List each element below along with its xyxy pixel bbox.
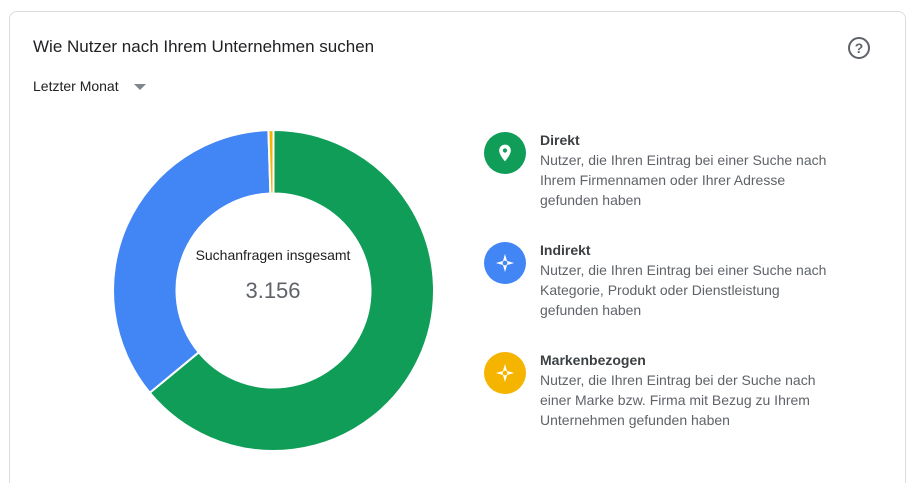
compass-icon (484, 352, 526, 394)
total-label: Suchanfragen insgesamt (195, 247, 351, 263)
donut-slice-markenbezogen[interactable] (267, 130, 275, 195)
period-dropdown[interactable]: Letzter Monat (33, 78, 146, 94)
compass-icon (484, 242, 526, 284)
card-title: Wie Nutzer nach Ihrem Unternehmen suchen (33, 37, 375, 56)
legend-name: Markenbezogen (540, 352, 646, 368)
donut-center: Suchanfragen insgesamt 3.156 (173, 245, 373, 304)
total-value: 3.156 (245, 278, 301, 303)
legend-description: Nutzer, die Ihren Eintrag bei einer Such… (540, 262, 827, 318)
map-pin-icon (484, 132, 526, 174)
donut-chart (113, 130, 434, 451)
donut-slice-indirekt[interactable] (113, 130, 272, 395)
caret-down-icon (133, 84, 146, 90)
legend-name: Direkt (540, 132, 580, 148)
legend-description: Nutzer, die Ihren Eintrag bei der Suche … (540, 372, 816, 428)
legend-name: Indirekt (540, 242, 591, 258)
donut-slice-direkt[interactable] (148, 130, 434, 451)
help-circle-icon[interactable]: ? (848, 37, 870, 59)
legend-description: Nutzer, die Ihren Eintrag bei einer Such… (540, 152, 827, 208)
period-label: Letzter Monat (33, 78, 119, 94)
